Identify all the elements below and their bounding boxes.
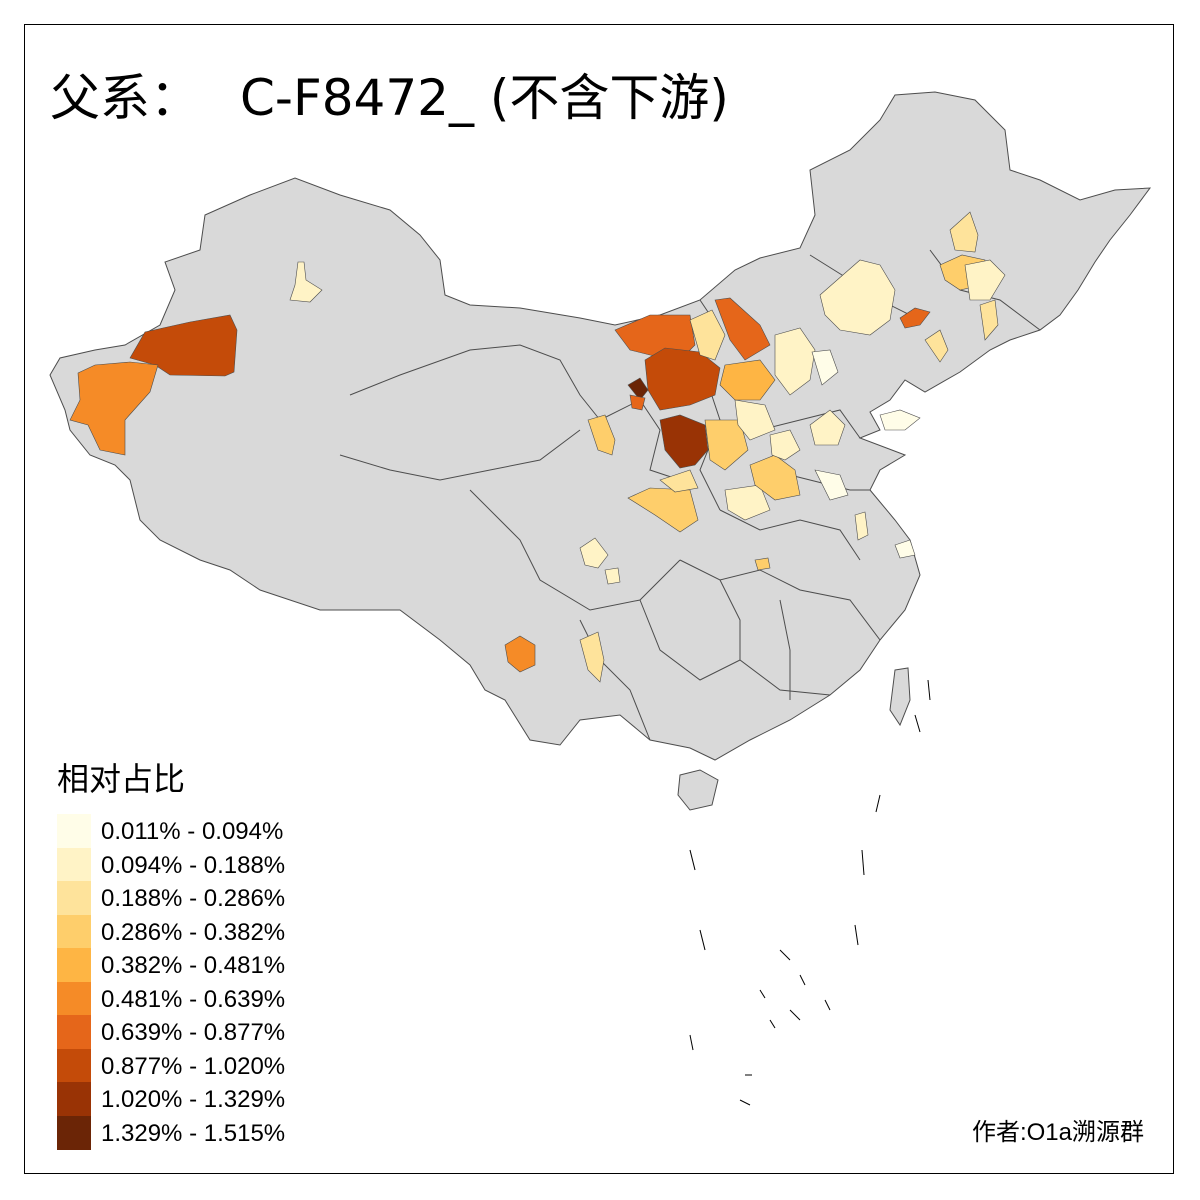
region-sichuan-b — [604, 567, 621, 585]
region-xinjiang-yili — [289, 261, 323, 303]
region-nmg-ordos — [644, 347, 721, 411]
legend-item: 0.094% - 0.188% — [57, 847, 285, 882]
region-gansu-a — [587, 414, 616, 456]
region-xinjiang-north — [129, 314, 238, 377]
legend-swatch — [57, 881, 91, 915]
author-credit: 作者:O1a溯源群 — [971, 1119, 1144, 1146]
region-yunnan-b — [579, 631, 605, 683]
region-hubei — [754, 557, 771, 571]
legend-rows: 0.011% - 0.094% 0.094% - 0.188% 0.188% - 0… — [57, 814, 285, 1150]
region-jilin-a — [949, 211, 979, 253]
legend-label: 0.481% - 0.639% — [101, 985, 286, 1013]
region-nmg-east-a — [899, 307, 931, 329]
legend-label: 1.329% - 1.515% — [101, 1119, 286, 1147]
legend-label: 0.382% - 0.481% — [101, 952, 286, 979]
region-jiangsu-b — [854, 511, 869, 541]
legend-swatch — [57, 1015, 91, 1049]
legend-item: 0.877% - 1.020% — [57, 1048, 285, 1083]
region-shanxi-a — [719, 359, 776, 401]
region-jilin-d — [979, 299, 999, 341]
region-shanxi-b — [704, 419, 749, 471]
legend-swatch — [57, 1048, 91, 1083]
region-ningxia — [629, 394, 646, 411]
region-shanghai — [894, 539, 916, 559]
region-sichuan-a — [579, 537, 609, 569]
legend-item: 0.639% - 0.877% — [57, 1015, 285, 1049]
legend: 相对占比 0.011% - 0.094% 0.094% - 0.188% 0.188… — [57, 754, 285, 1150]
region-liaoning — [924, 329, 949, 363]
legend-item: 0.011% - 0.094% — [57, 814, 283, 848]
title-prefix: 父系： — [50, 69, 200, 127]
region-hebei-b — [811, 349, 839, 386]
legend-label: 0.877% - 1.020% — [101, 1052, 286, 1080]
region-ningxia-dark — [627, 377, 649, 401]
legend-item: 0.382% - 0.481% — [57, 948, 285, 982]
legend-label: 0.286% - 0.382% — [101, 918, 286, 946]
region-nmg-central — [714, 297, 771, 361]
region-beijing-area — [819, 259, 896, 336]
region-hebei-a — [774, 327, 816, 396]
region-shandong-c — [769, 429, 801, 461]
region-henan-c — [724, 484, 771, 521]
region-jiangsu-a — [814, 469, 849, 501]
region-shanxi-c — [734, 399, 776, 441]
region-yunnan-a — [504, 635, 536, 673]
legend-swatch — [57, 814, 91, 848]
legend-swatch — [57, 847, 91, 882]
region-henan-a — [627, 487, 699, 533]
region-jilin-c — [964, 259, 1006, 301]
legend-swatch — [57, 981, 91, 1016]
legend-label: 0.094% - 0.188% — [101, 851, 286, 879]
legend-swatch — [57, 914, 91, 949]
legend-swatch — [57, 1082, 91, 1116]
map-title: 父系： C-F8472_ (不含下游) — [50, 58, 729, 130]
legend-swatch — [57, 1115, 91, 1150]
legend-label: 0.188% - 0.286% — [101, 885, 286, 912]
region-xinjiang-west — [69, 361, 159, 456]
region-shaanxi-north — [659, 414, 709, 469]
region-henan-b — [659, 469, 699, 493]
title-haplogroup: C-F8472_ (不含下游) — [240, 69, 729, 127]
legend-item: 1.329% - 1.515% — [57, 1115, 285, 1150]
legend-label: 0.639% - 0.877% — [101, 1019, 286, 1046]
legend-title: 相对占比 — [57, 760, 186, 798]
region-shandong-a — [809, 409, 846, 446]
legend-label: 0.011% - 0.094% — [101, 818, 284, 845]
legend-swatch — [57, 948, 91, 982]
legend-item: 1.020% - 1.329% — [57, 1082, 285, 1116]
region-nmg-b — [689, 309, 726, 361]
legend-label: 1.020% - 1.329% — [101, 1086, 286, 1113]
legend-item: 0.188% - 0.286% — [57, 881, 285, 915]
legend-item: 0.481% - 0.639% — [57, 981, 285, 1016]
colored-regions — [69, 211, 1006, 683]
region-shandong-b — [879, 409, 921, 431]
south-sea-islands — [689, 679, 931, 1106]
legend-item: 0.286% - 0.382% — [57, 914, 285, 949]
